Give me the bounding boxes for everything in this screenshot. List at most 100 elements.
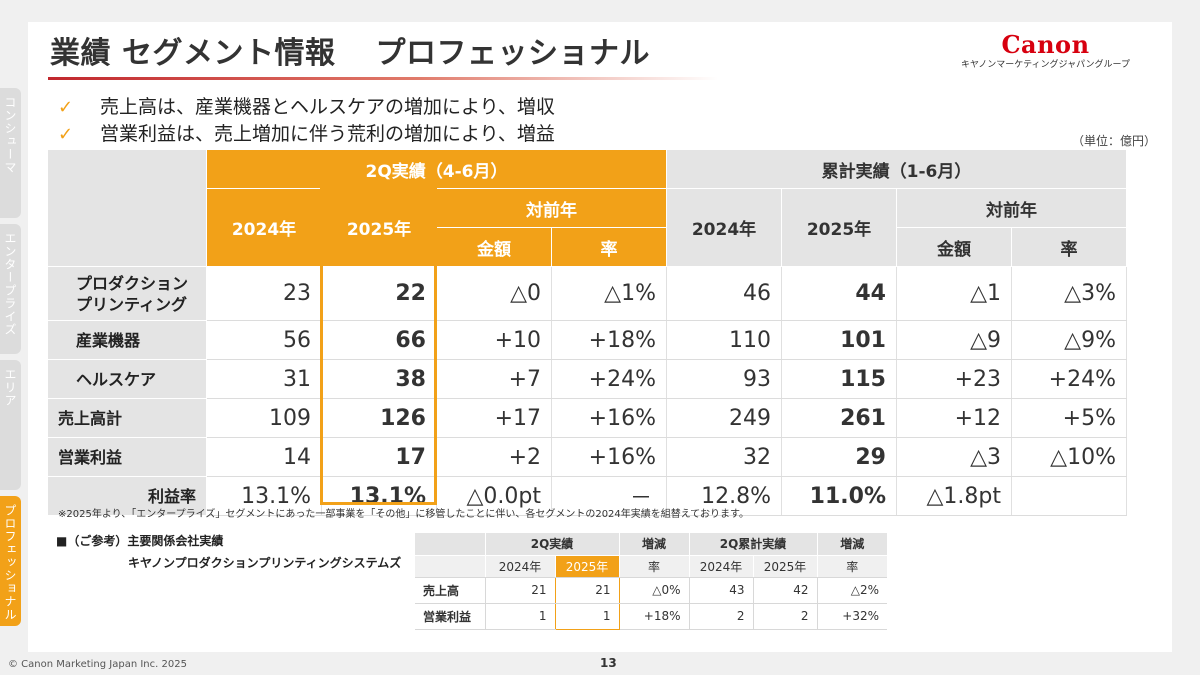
cell: 43 bbox=[688, 577, 753, 604]
side-tab-professional[interactable]: プロフェッショナル bbox=[0, 496, 21, 626]
q2-rate-header: 率 bbox=[551, 227, 667, 267]
cell: 29 bbox=[781, 437, 897, 477]
cum-rate-header: 率 bbox=[1011, 227, 1127, 267]
cell: △0% bbox=[618, 577, 689, 604]
row-label: 営業利益 bbox=[415, 603, 485, 630]
q2-header: 2Q実績（4-6月） bbox=[206, 149, 667, 189]
row-label: プロダクション プリンティング bbox=[47, 266, 207, 321]
cell: +18% bbox=[618, 603, 689, 630]
cell: 32 bbox=[666, 437, 782, 477]
table-row: 営業利益 14 17 +2 +16% 32 29 △3 △10% bbox=[47, 437, 1127, 477]
reference-company: キヤノンプロダクションプリンティングシステムズ bbox=[128, 556, 402, 570]
row-label: 売上高 bbox=[415, 577, 485, 604]
bullet-item: ✓ 売上高は、産業機器とヘルスケアの増加により、増収 bbox=[58, 94, 555, 121]
cell: 1 bbox=[554, 603, 620, 630]
cell: 101 bbox=[781, 320, 897, 360]
reference-title: ■（ご参考）主要関係会社実績 bbox=[56, 534, 224, 548]
table-row: 利益率 13.1% 13.1% △0.0pt － 12.8% 11.0% △1.… bbox=[47, 476, 1127, 516]
cell: △3% bbox=[1011, 266, 1127, 321]
cell: 261 bbox=[781, 398, 897, 438]
title-segment: プロフェッショナル bbox=[375, 36, 650, 71]
unit-label: （単位：億円） bbox=[1071, 134, 1156, 148]
row-label: 利益率 bbox=[47, 476, 207, 516]
cell: △9 bbox=[896, 320, 1012, 360]
cell: △9% bbox=[1011, 320, 1127, 360]
row-label: 産業機器 bbox=[47, 320, 207, 360]
ref-change-header: 増減 bbox=[618, 533, 689, 556]
cell bbox=[1011, 476, 1127, 516]
table-row: 売上高 21 21 △0% 43 42 △2% bbox=[415, 577, 887, 604]
cell: +12 bbox=[896, 398, 1012, 438]
check-icon: ✓ bbox=[58, 97, 74, 118]
reference-table: 2Q実績 増減 2Q累計実績 増減 2024年 2025年 率 2024年 20… bbox=[415, 533, 887, 630]
check-icon: ✓ bbox=[58, 124, 74, 145]
ref-q2-2024: 2024年 bbox=[484, 555, 555, 578]
side-tab-enterprise[interactable]: エンタープライズ bbox=[0, 224, 21, 354]
cell: 93 bbox=[666, 359, 782, 399]
cell: 42 bbox=[752, 577, 817, 604]
cell: 13.1% bbox=[206, 476, 322, 516]
footnote: ※2025年より、「エンタープライズ」セグメントにあった一部事業を「その他」に移… bbox=[58, 509, 749, 520]
cell: +2 bbox=[436, 437, 552, 477]
cell: +7 bbox=[436, 359, 552, 399]
cell: 249 bbox=[666, 398, 782, 438]
q2-2024-header: 2024年 bbox=[206, 188, 322, 267]
table-row: 産業機器 56 66 +10 +18% 110 101 △9 △9% bbox=[47, 320, 1127, 360]
cell: △2% bbox=[816, 577, 887, 604]
ref-q2-2025: 2025年 bbox=[554, 555, 619, 578]
cell: +16% bbox=[551, 437, 667, 477]
cell: △0.0pt bbox=[436, 476, 552, 516]
cell: +10 bbox=[436, 320, 552, 360]
cell: 66 bbox=[321, 320, 437, 360]
cell: 115 bbox=[781, 359, 897, 399]
cumulative-header: 累計実績（1-6月） bbox=[666, 149, 1127, 189]
cell: △3 bbox=[896, 437, 1012, 477]
ref-change-header: 増減 bbox=[816, 533, 887, 556]
table-row: 営業利益 1 1 +18% 2 2 +32% bbox=[415, 603, 887, 630]
ref-subheader-blank bbox=[415, 555, 485, 578]
ref-cum-header: 2Q累計実績 bbox=[688, 533, 817, 556]
page-title: 業績 セグメント情報 プロフェッショナル bbox=[50, 28, 650, 72]
table-row: ヘルスケア 31 38 +7 +24% 93 115 +23 +24% bbox=[47, 359, 1127, 399]
cell: 14 bbox=[206, 437, 322, 477]
cell: +24% bbox=[551, 359, 667, 399]
cell: 12.8% bbox=[666, 476, 782, 516]
summary-bullets: ✓ 売上高は、産業機器とヘルスケアの増加により、増収 ✓ 営業利益は、売上増加に… bbox=[58, 94, 555, 148]
table-row: 売上高計 109 126 +17 +16% 249 261 +12 +5% bbox=[47, 398, 1127, 438]
cell: +17 bbox=[436, 398, 552, 438]
q2-yoy-header: 対前年 bbox=[436, 188, 667, 228]
cell: +24% bbox=[1011, 359, 1127, 399]
cell: 11.0% bbox=[781, 476, 897, 516]
cell: 23 bbox=[206, 266, 322, 321]
cell: +23 bbox=[896, 359, 1012, 399]
cell: 44 bbox=[781, 266, 897, 321]
q2-amount-header: 金額 bbox=[436, 227, 552, 267]
ref-q2-header: 2Q実績 bbox=[484, 533, 619, 556]
row-label: ヘルスケア bbox=[47, 359, 207, 399]
ref-q2-rate: 率 bbox=[618, 555, 689, 578]
ref-cum-rate: 率 bbox=[816, 555, 887, 578]
ref-cum-2024: 2024年 bbox=[688, 555, 753, 578]
cell: － bbox=[551, 476, 667, 516]
cum-2024-header: 2024年 bbox=[666, 188, 782, 267]
bullet-item: ✓ 営業利益は、売上増加に伴う荒利の増加により、増益 bbox=[58, 121, 555, 148]
cell: 21 bbox=[484, 577, 555, 604]
cell: +5% bbox=[1011, 398, 1127, 438]
cum-2025-header: 2025年 bbox=[781, 188, 897, 267]
ref-header-blank bbox=[415, 533, 485, 556]
cell: △1% bbox=[551, 266, 667, 321]
cell: 22 bbox=[321, 266, 437, 321]
cell: 17 bbox=[321, 437, 437, 477]
cell: △1 bbox=[896, 266, 1012, 321]
side-tab-area[interactable]: エリア bbox=[0, 360, 21, 490]
cell: 21 bbox=[554, 577, 620, 604]
canon-logo: Canon キヤノンマーケティングジャパングループ bbox=[960, 30, 1130, 70]
cell: 38 bbox=[321, 359, 437, 399]
cell: +32% bbox=[816, 603, 887, 630]
slide: 業績 セグメント情報 プロフェッショナル Canon キヤノンマーケティングジャパ… bbox=[28, 22, 1172, 652]
cell: 56 bbox=[206, 320, 322, 360]
cell: 1 bbox=[484, 603, 555, 630]
cell: 126 bbox=[321, 398, 437, 438]
ref-cum-2025: 2025年 bbox=[752, 555, 817, 578]
side-tab-consumer[interactable]: コンシューマ bbox=[0, 88, 21, 218]
